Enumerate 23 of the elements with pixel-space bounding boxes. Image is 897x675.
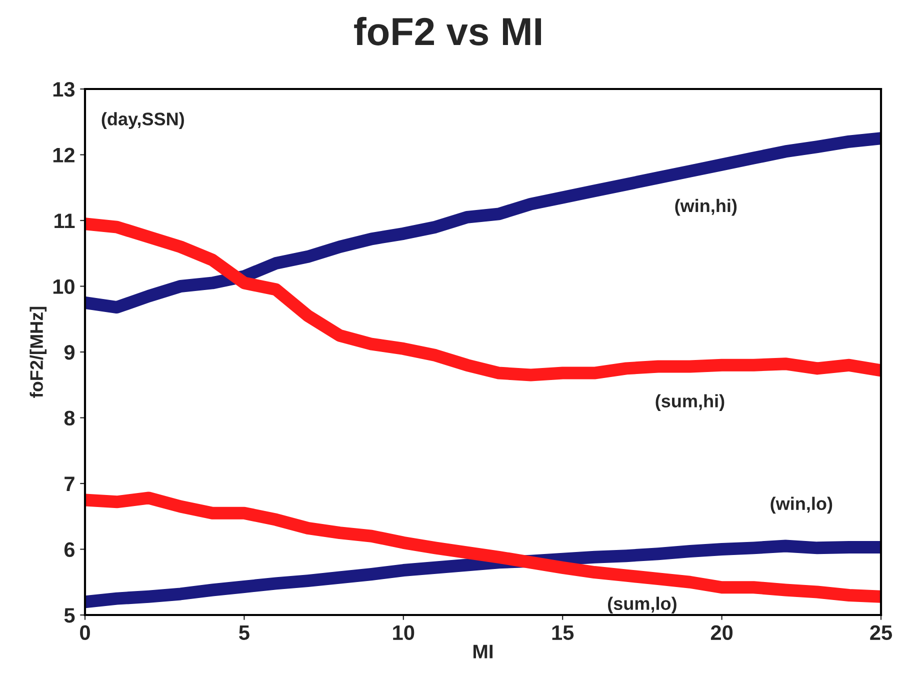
y-axis-title: foF2/[MHz] [30,306,47,398]
annotation: (day,SSN) [102,112,184,129]
series-label: (sum,hi) [656,394,724,412]
x-tick-label: 25 [870,625,892,640]
y-tick-label: 13 [53,82,75,97]
y-tick-label: 12 [53,148,74,162]
y-tick-label: 6 [64,542,75,558]
chart-title: foF2 vs MI [354,16,541,46]
x-tick-label: 15 [552,625,574,640]
y-tick-label: 5 [64,608,75,623]
y-tick-label: 9 [64,345,75,360]
y-tick-label: 7 [64,476,74,492]
x-tick-label: 20 [710,625,733,640]
x-tick-label: 10 [393,625,414,640]
series-label: (win,hi) [675,198,737,216]
series-label: (win,lo) [770,496,832,514]
y-tick-label: 8 [64,410,75,426]
x-axis-title: MI [474,644,492,658]
series-label: (sum,lo) [608,596,676,614]
y-tick-label: 10 [53,279,74,294]
x-tick-label: 0 [80,625,90,640]
x-tick-label: 5 [239,625,250,640]
y-tick-label: 11 [54,214,75,228]
